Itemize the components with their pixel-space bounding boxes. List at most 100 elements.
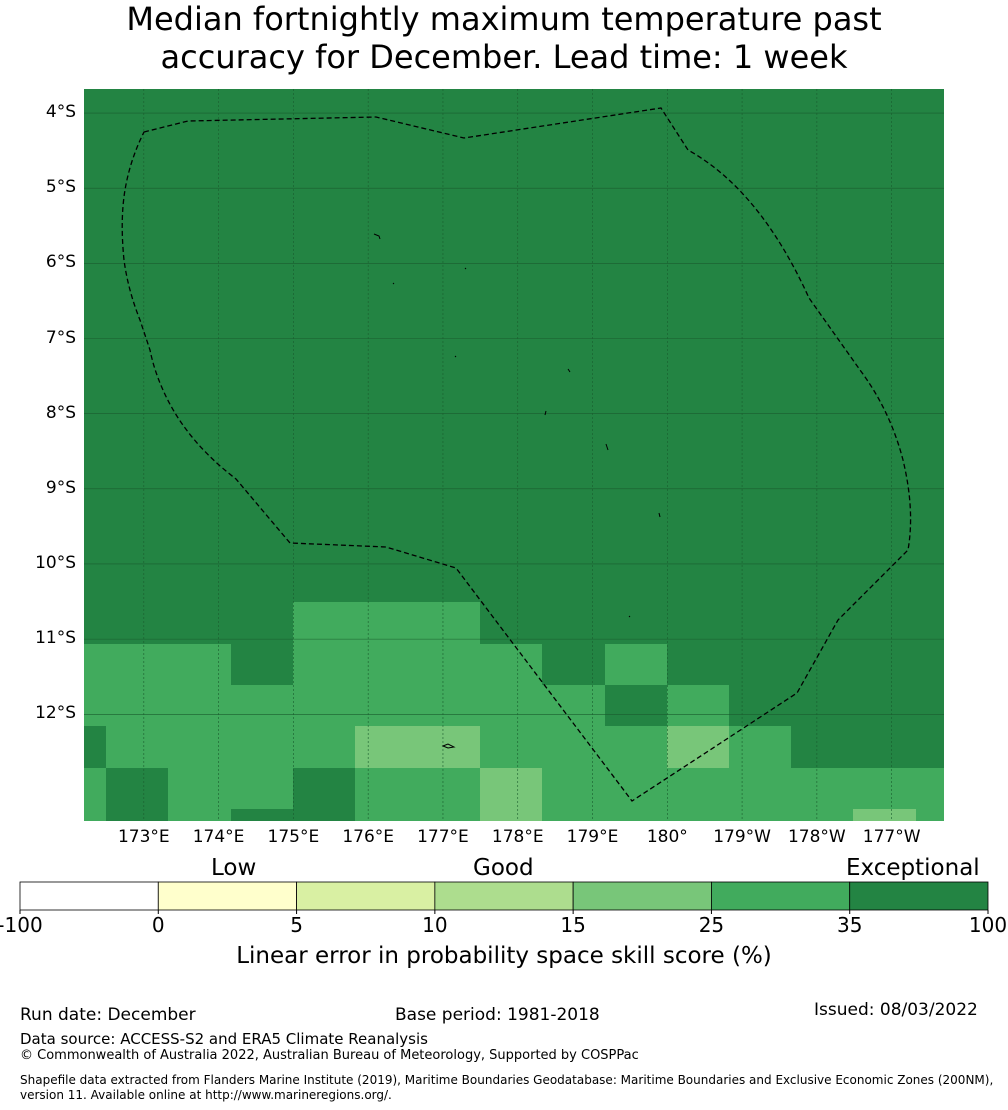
grid-cell xyxy=(667,809,729,821)
grid-cell xyxy=(84,809,106,821)
island-nukufetau xyxy=(544,410,547,416)
grid-cell xyxy=(417,726,480,768)
grid-cell xyxy=(417,685,480,726)
grid-cell xyxy=(106,685,168,726)
grid-cell xyxy=(853,602,916,644)
colorbar-segment xyxy=(434,881,574,911)
grid-cell xyxy=(417,602,480,644)
latitude-label: 10°S xyxy=(35,552,76,573)
colorbar xyxy=(19,881,989,914)
grid-cell xyxy=(417,644,480,685)
colorbar-segment xyxy=(572,881,712,911)
grid-cell xyxy=(853,89,916,602)
colorbar-segment xyxy=(849,881,989,911)
grid-cell xyxy=(355,726,417,768)
grid-cell xyxy=(667,602,729,644)
grid-cell xyxy=(106,89,168,602)
grid-cell xyxy=(293,768,355,809)
grid-cell xyxy=(791,809,853,821)
latitude-label: 12°S xyxy=(35,703,76,724)
longitude-label: 178°E xyxy=(491,827,544,847)
grid-cell xyxy=(605,644,667,685)
colorbar-tick-label: 5 xyxy=(290,913,303,937)
grid-cell xyxy=(293,685,355,726)
latitude-label: 7°S xyxy=(45,327,76,348)
grid-cell xyxy=(480,726,542,768)
issued-date: Issued: 08/03/2022 xyxy=(814,1000,978,1020)
grid-cell xyxy=(916,89,944,602)
grid-cell xyxy=(667,644,729,685)
map-title-line-1: Median fortnightly maximum temperature p… xyxy=(126,0,882,38)
island-nanumanga xyxy=(392,282,395,285)
island-rotuma-area xyxy=(441,743,456,749)
longitude-label: 173°E xyxy=(117,827,170,847)
map-title: Median fortnightly maximum temperature p… xyxy=(0,0,1008,76)
grid-cell xyxy=(231,768,293,809)
grid-cell xyxy=(168,726,231,768)
colorbar-tick-label: -100 xyxy=(0,913,43,937)
grid-cell xyxy=(667,685,729,726)
grid-cell xyxy=(168,809,231,821)
skill-score-grid xyxy=(84,89,944,821)
longitude-label: 174°E xyxy=(192,827,245,847)
island-niulakita xyxy=(628,615,631,618)
colorbar-tick-label: 10 xyxy=(422,913,448,937)
grid-cell xyxy=(791,89,853,602)
grid-cell xyxy=(417,89,480,602)
grid-cell xyxy=(106,768,168,809)
grid-cell xyxy=(168,768,231,809)
grid-cell xyxy=(293,89,355,602)
grid-cell xyxy=(729,644,791,685)
grid-cell xyxy=(417,768,480,809)
colorbar-segment xyxy=(157,881,297,911)
grid-cell xyxy=(480,89,542,602)
colorbar-tick-label: 25 xyxy=(698,913,725,937)
island-niutao xyxy=(464,267,467,270)
longitude-label: 179°W xyxy=(713,827,771,847)
copyright: © Commonwealth of Australia 2022, Austra… xyxy=(20,1048,639,1063)
grid-cell xyxy=(231,644,293,685)
map-title-line-2: accuracy for December. Lead time: 1 week xyxy=(160,38,848,76)
grid-cell xyxy=(480,809,542,821)
longitude-label: 176°E xyxy=(342,827,395,847)
grid-cell xyxy=(168,602,231,644)
grid-cell xyxy=(729,602,791,644)
grid-cell xyxy=(605,809,667,821)
grid-cell xyxy=(667,726,729,768)
grid-cell xyxy=(168,685,231,726)
grid-cell xyxy=(84,602,106,644)
grid-cell xyxy=(605,89,667,602)
grid-cell xyxy=(791,726,853,768)
latitude-label: 5°S xyxy=(45,177,76,198)
grid-cell xyxy=(231,685,293,726)
island-nukulaelae xyxy=(658,512,661,518)
grid-cell xyxy=(84,644,106,685)
grid-cell xyxy=(480,685,542,726)
grid-cell xyxy=(853,685,916,726)
grid-cell xyxy=(853,809,916,821)
grid-cell xyxy=(84,768,106,809)
latitude-label: 11°S xyxy=(35,628,76,649)
colorbar-tick-label: 0 xyxy=(151,913,165,937)
grid-cell xyxy=(916,602,944,644)
grid-cell xyxy=(231,726,293,768)
grid-cell xyxy=(542,726,605,768)
grid-cell xyxy=(605,726,667,768)
grid-cell xyxy=(542,768,605,809)
grid-cell xyxy=(667,89,729,602)
grid-cell xyxy=(853,726,916,768)
grid-cell xyxy=(916,768,944,809)
grid-cell xyxy=(231,602,293,644)
grid-cell xyxy=(667,768,729,809)
grid-cell xyxy=(916,809,944,821)
grid-cell xyxy=(106,602,168,644)
colorbar-segment xyxy=(19,881,159,911)
grid-cell xyxy=(729,89,791,602)
base-period: Base period: 1981-2018 xyxy=(395,1005,600,1025)
colorbar-tick-label: 100 xyxy=(968,913,1008,937)
grid-cell xyxy=(605,685,667,726)
category-label-low: Low xyxy=(211,855,257,881)
colorbar-segment xyxy=(296,881,436,911)
grid-cell xyxy=(355,809,417,821)
grid-cell xyxy=(480,644,542,685)
